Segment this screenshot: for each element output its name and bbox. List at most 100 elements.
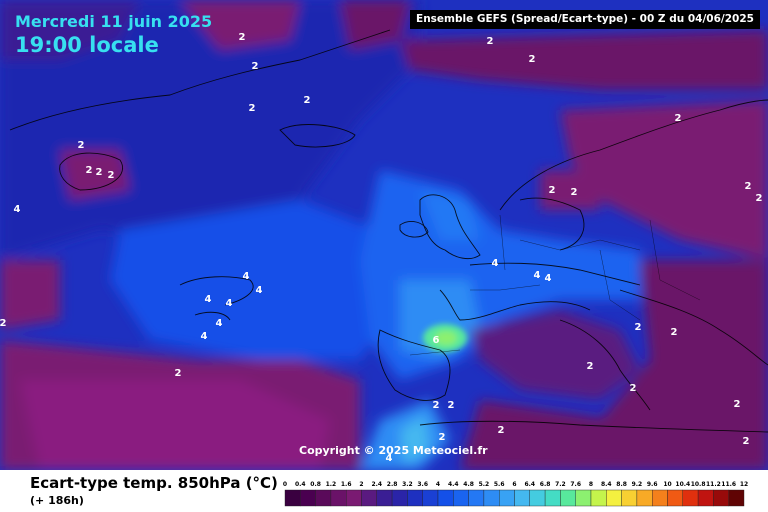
- contour-label: 2: [252, 61, 259, 72]
- scale-tick-label: 6: [512, 481, 516, 488]
- scale-color-box: [484, 490, 499, 506]
- contour-label: 2: [756, 193, 763, 204]
- contour-label: 2: [96, 167, 103, 178]
- contour-label: 4: [226, 298, 233, 309]
- contour-label: 4: [545, 273, 552, 284]
- contour-label: 2: [439, 432, 446, 443]
- scale-color-box: [668, 490, 683, 506]
- scale-tick-label: 8: [589, 481, 593, 488]
- contour-label: 2: [448, 400, 455, 411]
- scale-tick-label: 11.2: [706, 481, 721, 488]
- contour-label: 2: [433, 400, 440, 411]
- contour-label: 4: [216, 318, 223, 329]
- scale-tick-label: 10: [663, 481, 671, 488]
- scale-color-box: [515, 490, 530, 506]
- contour-label: 2: [549, 185, 556, 196]
- scale-color-box: [560, 490, 575, 506]
- scale-color-box: [637, 490, 652, 506]
- contour-label: 2: [498, 425, 505, 436]
- scale-color-box: [683, 490, 698, 506]
- scale-tick-label: 0.8: [310, 481, 321, 488]
- model-run-banner: Ensemble GEFS (Spread/Ecart-type) - 00 Z…: [410, 10, 760, 29]
- scale-tick-label: 2.8: [387, 481, 398, 488]
- scale-color-box: [713, 490, 728, 506]
- contour-label: 2: [734, 399, 741, 410]
- scale-tick-label: 10.4: [675, 481, 690, 488]
- scale-tick-label: 0: [283, 481, 287, 488]
- contour-label: 2: [529, 54, 536, 65]
- contour-label: 2: [0, 318, 7, 329]
- scale-color-box: [729, 490, 744, 506]
- scale-color-box: [438, 490, 453, 506]
- scale-tick-label: 10.8: [691, 481, 706, 488]
- scale-tick-label: 5.6: [494, 481, 505, 488]
- contour-label: 4: [256, 285, 263, 296]
- scale-color-box: [606, 490, 621, 506]
- scale-color-box: [407, 490, 422, 506]
- scale-color-box: [545, 490, 560, 506]
- color-scale: 0 0.4 0.8 1.2 1.6 2 2.4 2.8 3.2 3.6 4 4.4 4.8 5.2 5.6 6…: [283, 478, 753, 510]
- scale-color-box: [469, 490, 484, 506]
- contour-label: 4: [534, 270, 541, 281]
- contour-label: 2: [635, 322, 642, 333]
- contour-label: 2: [587, 361, 594, 372]
- contour-label: 2: [630, 383, 637, 394]
- scale-color-box: [300, 490, 315, 506]
- contour-label: 2: [743, 436, 750, 447]
- contour-label: 4: [205, 294, 212, 305]
- scale-tick-label: 2.4: [371, 481, 382, 488]
- scale-tick-label: 5.2: [479, 481, 490, 488]
- scale-tick-label: 7.6: [570, 481, 581, 488]
- scale-tick-label: 6.4: [524, 481, 535, 488]
- scale-tick-label: 6.8: [540, 481, 551, 488]
- spread-map: 222222222222222444444444426222222222224: [0, 0, 768, 470]
- contour-label: 6: [433, 335, 440, 346]
- scale-tick-label: 4.8: [463, 481, 474, 488]
- contour-label: 2: [108, 170, 115, 181]
- scale-color-box: [377, 490, 392, 506]
- contour-label: 4: [492, 258, 499, 269]
- scale-color-box: [576, 490, 591, 506]
- scale-color-box: [346, 490, 361, 506]
- contour-label: 2: [78, 140, 85, 151]
- scale-tick-label: 4: [436, 481, 440, 488]
- scale-color-box: [622, 490, 637, 506]
- contour-label: 2: [571, 187, 578, 198]
- contour-label: 2: [239, 32, 246, 43]
- contour-label: 2: [249, 103, 256, 114]
- scale-tick-label: 0.4: [295, 481, 306, 488]
- contour-label: 2: [304, 95, 311, 106]
- contour-label: 2: [487, 36, 494, 47]
- scale-color-box: [530, 490, 545, 506]
- scale-tick-label: 12: [740, 481, 748, 488]
- scale-color-box: [698, 490, 713, 506]
- contour-label: 2: [671, 327, 678, 338]
- scale-color-box: [591, 490, 606, 506]
- scale-color-box: [652, 490, 667, 506]
- forecast-time: 19:00 locale: [15, 33, 159, 57]
- contour-label: 4: [243, 271, 250, 282]
- scale-color-box: [453, 490, 468, 506]
- scale-color-box: [331, 490, 346, 506]
- copyright-notice: Copyright © 2025 Meteociel.fr: [299, 444, 488, 457]
- contour-label: 4: [201, 331, 208, 342]
- scale-tick-label: 4.4: [448, 481, 459, 488]
- scale-color-box: [392, 490, 407, 506]
- scale-tick-label: 1.6: [341, 481, 352, 488]
- scale-color-box: [362, 490, 377, 506]
- scale-color-box: [285, 490, 300, 506]
- scale-tick-label: 1.2: [326, 481, 337, 488]
- forecast-date: Mercredi 11 juin 2025: [15, 12, 212, 31]
- scale-tick-label: 9.2: [632, 481, 643, 488]
- contour-label: 4: [14, 204, 21, 215]
- scale-tick-label: 3.6: [417, 481, 428, 488]
- contour-label: 2: [745, 181, 752, 192]
- scale-tick-label: 3.2: [402, 481, 413, 488]
- parameter-title: Ecart-type temp. 850hPa (°C): [30, 474, 278, 492]
- scale-tick-label: 2: [359, 481, 363, 488]
- scale-color-box: [316, 490, 331, 506]
- scale-tick-label: 8.4: [601, 481, 612, 488]
- scale-tick-label: 11.6: [721, 481, 736, 488]
- contour-label: 2: [675, 113, 682, 124]
